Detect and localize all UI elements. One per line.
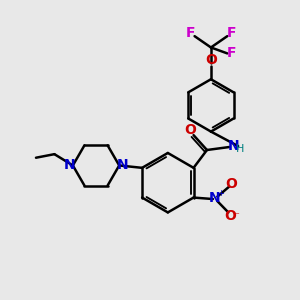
Text: F: F xyxy=(227,26,236,40)
Text: F: F xyxy=(186,26,195,40)
Text: O: O xyxy=(184,123,196,137)
Text: ⁻: ⁻ xyxy=(234,211,240,221)
Text: N: N xyxy=(228,139,240,153)
Text: +: + xyxy=(217,190,224,199)
Text: N: N xyxy=(209,191,221,206)
Text: F: F xyxy=(227,46,236,60)
Text: N: N xyxy=(64,158,75,172)
Text: O: O xyxy=(224,209,236,223)
Text: N: N xyxy=(117,158,129,172)
Text: O: O xyxy=(205,53,217,67)
Text: O: O xyxy=(225,177,237,190)
Text: H: H xyxy=(236,143,245,154)
